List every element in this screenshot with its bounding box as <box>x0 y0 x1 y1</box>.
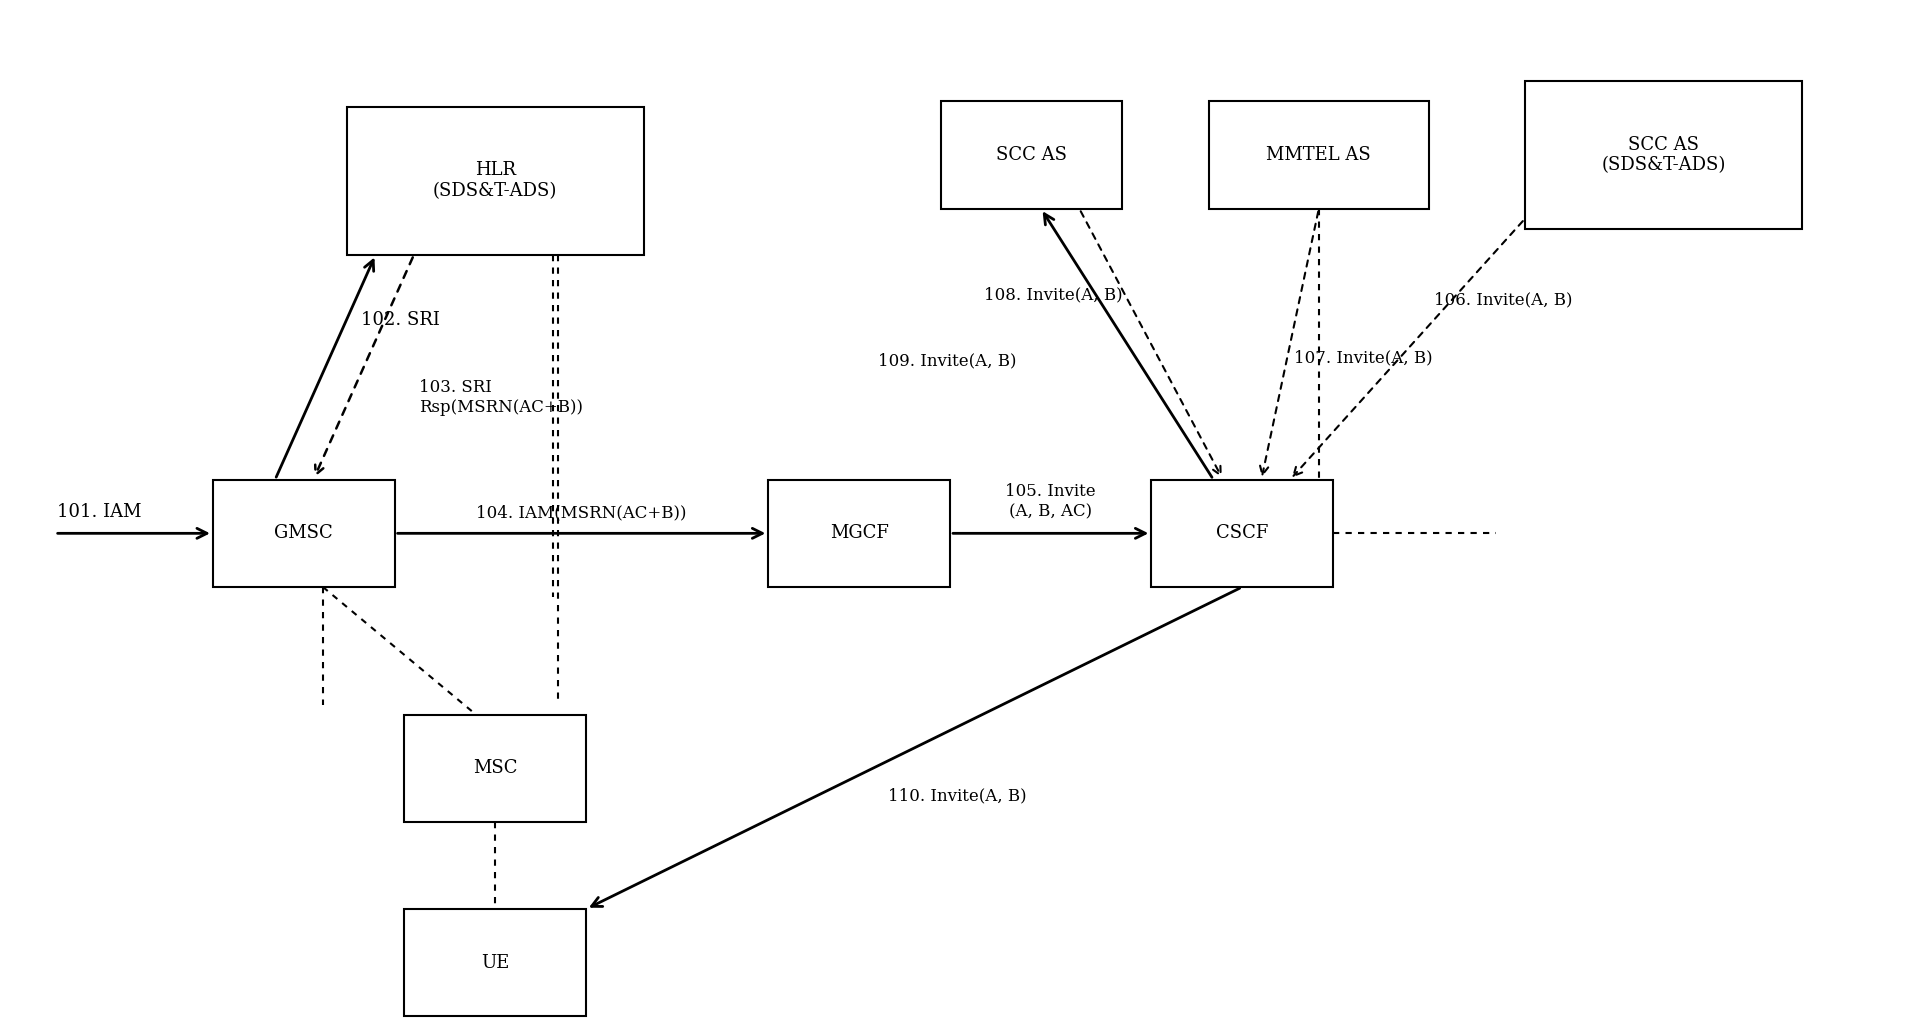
Bar <box>405 909 586 1016</box>
Text: SCC AS: SCC AS <box>995 146 1067 164</box>
Bar <box>1152 480 1333 587</box>
Text: 104. IAM(MSRN(AC+B)): 104. IAM(MSRN(AC+B)) <box>476 505 687 521</box>
Text: MGCF: MGCF <box>829 524 889 542</box>
Text: 105. Invite
(A, B, AC): 105. Invite (A, B, AC) <box>1005 484 1096 520</box>
Text: SCC AS
(SDS&T-ADS): SCC AS (SDS&T-ADS) <box>1601 136 1726 174</box>
Text: 110. Invite(A, B): 110. Invite(A, B) <box>887 787 1026 804</box>
Text: HLR
(SDS&T-ADS): HLR (SDS&T-ADS) <box>434 162 557 200</box>
Bar <box>1524 81 1802 229</box>
Text: UE: UE <box>480 953 509 972</box>
Text: MMTEL AS: MMTEL AS <box>1267 146 1372 164</box>
Text: 107. Invite(A, B): 107. Invite(A, B) <box>1294 350 1433 367</box>
Bar <box>347 107 644 255</box>
Text: 109. Invite(A, B): 109. Invite(A, B) <box>878 353 1017 370</box>
Text: 106. Invite(A, B): 106. Invite(A, B) <box>1433 291 1572 309</box>
Text: 103. SRI
Rsp(MSRN(AC+B)): 103. SRI Rsp(MSRN(AC+B)) <box>419 379 583 415</box>
Text: GMSC: GMSC <box>274 524 334 542</box>
Bar <box>212 480 395 587</box>
Text: 108. Invite(A, B): 108. Invite(A, B) <box>984 286 1123 304</box>
Text: CSCF: CSCF <box>1215 524 1269 542</box>
Bar <box>1209 102 1429 209</box>
Text: 102. SRI: 102. SRI <box>361 311 440 328</box>
Text: 101. IAM: 101. IAM <box>56 503 141 521</box>
Bar <box>768 480 951 587</box>
Text: MSC: MSC <box>473 759 517 777</box>
Bar <box>405 715 586 823</box>
Bar <box>941 102 1123 209</box>
